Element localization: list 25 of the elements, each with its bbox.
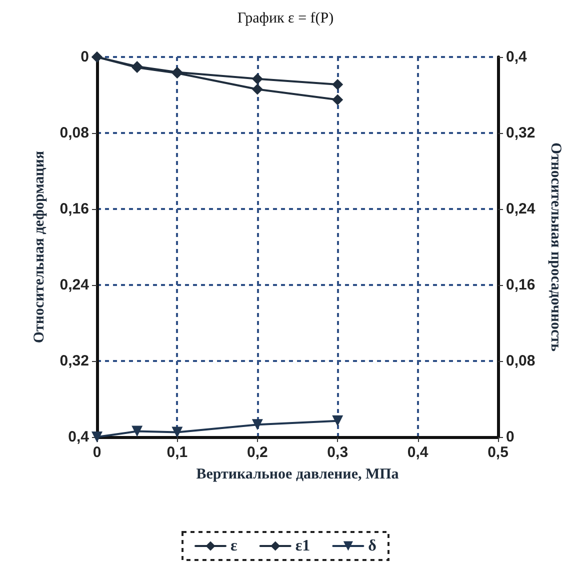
x-axis-title: Вертикальное давление, МПа bbox=[196, 466, 400, 482]
y2-tick-label: 0,24 bbox=[506, 200, 536, 218]
x-tick-label: 0,3 bbox=[327, 444, 348, 461]
legend-label: δ bbox=[368, 538, 376, 554]
x-tick-label: 0 bbox=[92, 444, 102, 461]
y2-axis-title: Относительная просадочность bbox=[548, 142, 564, 352]
y-tick-label: 0,32 bbox=[60, 352, 89, 370]
y-axis-title: Относительная деформация bbox=[32, 150, 48, 344]
x-tick-label: 0,4 bbox=[407, 444, 429, 461]
x-tick-label: 0,1 bbox=[166, 444, 188, 461]
y-tick-label: 0,16 bbox=[60, 200, 89, 218]
y2-tick-label: 0,32 bbox=[506, 124, 536, 142]
y-tick-label: 0,24 bbox=[60, 276, 90, 294]
legend-label: ε1 bbox=[295, 538, 310, 554]
y2-tick-label: 0,08 bbox=[506, 352, 536, 370]
x-tick-label: 0,5 bbox=[488, 444, 508, 461]
y2-tick-label: 0,4 bbox=[506, 48, 528, 66]
y2-tick-label: 0,16 bbox=[506, 276, 536, 294]
chart-title: График ε = f(P) bbox=[237, 10, 334, 26]
y-tick-label: 0,4 bbox=[68, 428, 90, 446]
x-tick-label: 0,2 bbox=[246, 444, 268, 461]
y2-tick-label: 0 bbox=[506, 428, 514, 446]
y-tick-label: 0 bbox=[80, 48, 89, 66]
legend-label: ε bbox=[230, 538, 238, 554]
y-tick-label: 0,08 bbox=[60, 124, 89, 142]
